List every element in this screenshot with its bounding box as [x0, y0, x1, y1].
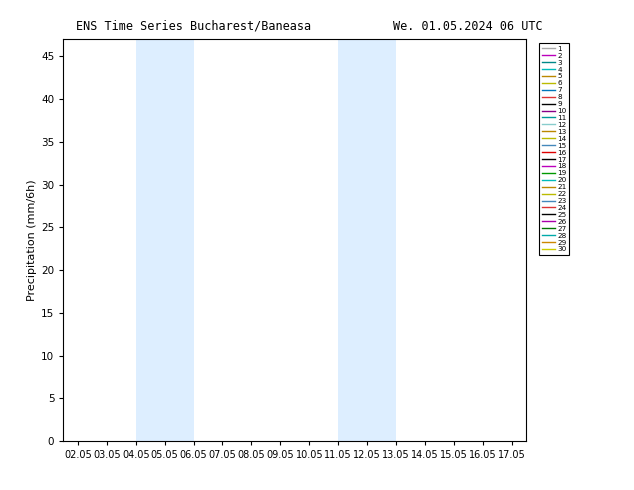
Y-axis label: Precipitation (mm/6h): Precipitation (mm/6h) — [27, 179, 37, 301]
Legend: 1, 2, 3, 4, 5, 6, 7, 8, 9, 10, 11, 12, 13, 14, 15, 16, 17, 18, 19, 20, 21, 22, 2: 1, 2, 3, 4, 5, 6, 7, 8, 9, 10, 11, 12, 1… — [539, 43, 569, 255]
Text: ENS Time Series Bucharest/Baneasa: ENS Time Series Bucharest/Baneasa — [76, 20, 311, 33]
Bar — [338, 39, 396, 441]
Bar — [136, 39, 193, 441]
Text: We. 01.05.2024 06 UTC: We. 01.05.2024 06 UTC — [393, 20, 543, 33]
